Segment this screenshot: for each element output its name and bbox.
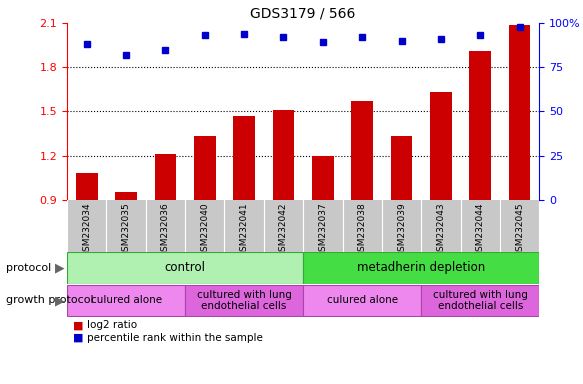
Bar <box>76 173 97 200</box>
Text: culured alone: culured alone <box>90 295 161 306</box>
Bar <box>391 136 412 200</box>
Bar <box>312 156 333 200</box>
Bar <box>233 116 255 200</box>
Text: ■: ■ <box>73 333 83 343</box>
Text: GSM232035: GSM232035 <box>122 202 131 257</box>
Bar <box>303 285 421 316</box>
Text: GSM232034: GSM232034 <box>82 202 91 257</box>
Bar <box>509 25 531 200</box>
Text: log2 ratio: log2 ratio <box>87 320 138 330</box>
Bar <box>303 252 539 283</box>
Bar <box>469 51 491 200</box>
Text: GSM232039: GSM232039 <box>397 202 406 257</box>
Bar <box>273 110 294 200</box>
Bar <box>185 285 303 316</box>
Text: GSM232037: GSM232037 <box>318 202 327 257</box>
Text: GSM232038: GSM232038 <box>358 202 367 257</box>
Text: metadherin depletion: metadherin depletion <box>357 262 485 274</box>
Text: GSM232042: GSM232042 <box>279 202 288 257</box>
Bar <box>430 92 452 200</box>
Bar <box>115 192 137 200</box>
Text: GSM232041: GSM232041 <box>240 202 248 257</box>
Bar <box>67 285 185 316</box>
Text: GSM232045: GSM232045 <box>515 202 524 257</box>
Bar <box>194 136 216 200</box>
Bar <box>67 252 303 283</box>
Title: GDS3179 / 566: GDS3179 / 566 <box>251 7 356 20</box>
Bar <box>154 154 176 200</box>
Text: protocol: protocol <box>6 263 51 273</box>
Text: cultured with lung
endothelial cells: cultured with lung endothelial cells <box>433 290 528 311</box>
Text: ■: ■ <box>73 320 83 330</box>
Text: ▶: ▶ <box>54 262 64 274</box>
Bar <box>421 285 539 316</box>
Bar <box>352 101 373 200</box>
Text: GSM232044: GSM232044 <box>476 202 484 257</box>
Text: culured alone: culured alone <box>326 295 398 306</box>
Text: GSM232040: GSM232040 <box>201 202 209 257</box>
Text: ▶: ▶ <box>54 294 64 307</box>
Text: percentile rank within the sample: percentile rank within the sample <box>87 333 264 343</box>
Text: growth protocol: growth protocol <box>6 295 93 306</box>
Text: control: control <box>164 262 206 274</box>
Text: cultured with lung
endothelial cells: cultured with lung endothelial cells <box>196 290 292 311</box>
Text: GSM232043: GSM232043 <box>437 202 445 257</box>
Text: GSM232036: GSM232036 <box>161 202 170 257</box>
